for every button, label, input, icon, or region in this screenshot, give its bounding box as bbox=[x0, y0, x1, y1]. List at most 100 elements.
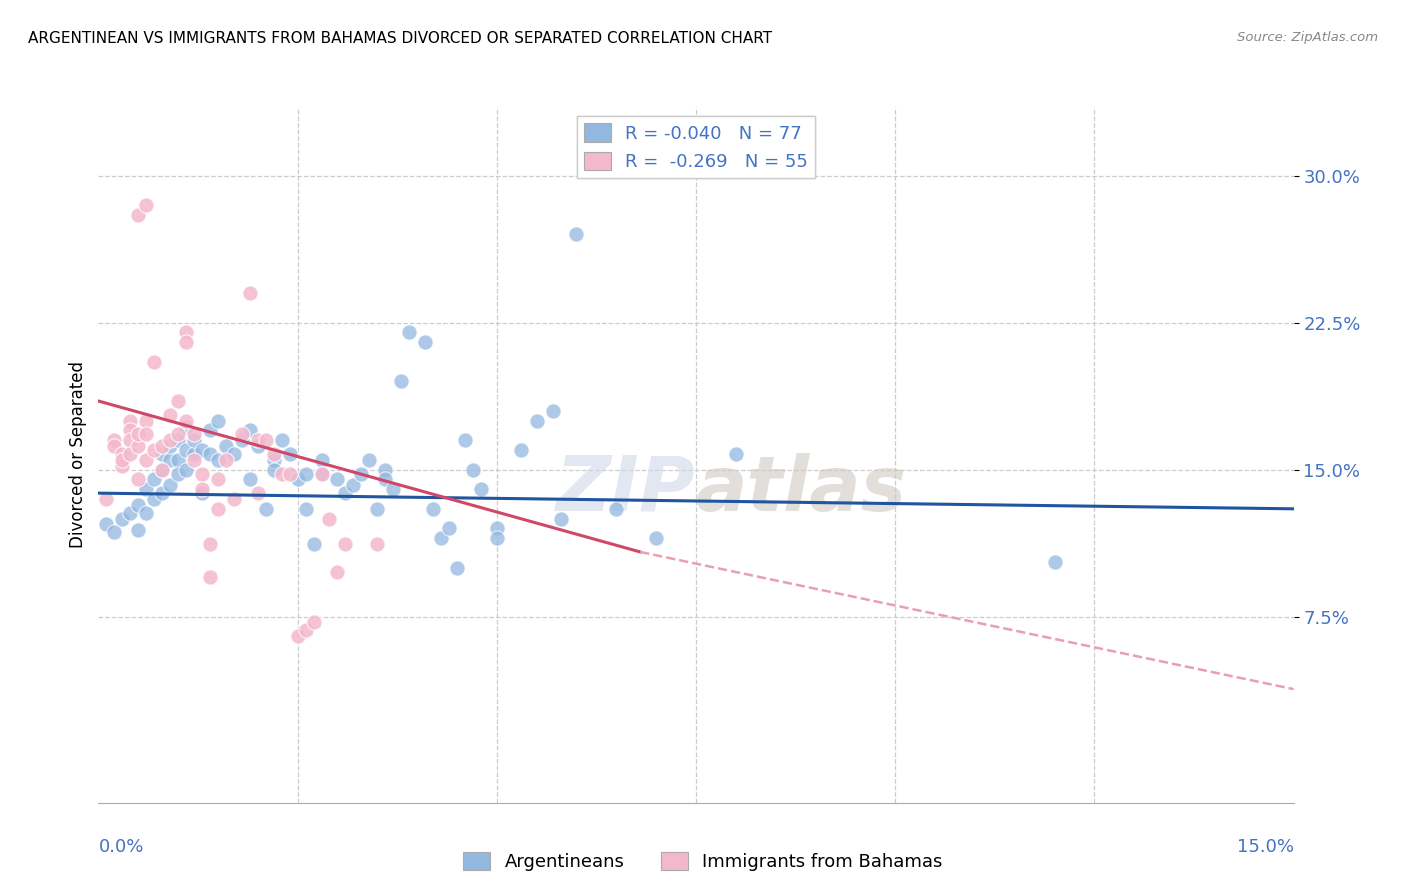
Text: Source: ZipAtlas.com: Source: ZipAtlas.com bbox=[1237, 31, 1378, 45]
Legend: Argentineans, Immigrants from Bahamas: Argentineans, Immigrants from Bahamas bbox=[456, 845, 950, 879]
Point bbox=[302, 615, 325, 630]
Point bbox=[294, 467, 316, 481]
Point bbox=[159, 408, 181, 422]
Point bbox=[278, 467, 301, 481]
Point bbox=[374, 462, 396, 476]
Point bbox=[645, 531, 668, 545]
Point bbox=[485, 521, 508, 535]
Point bbox=[422, 501, 444, 516]
Point bbox=[198, 537, 221, 551]
Point bbox=[198, 570, 221, 584]
Point bbox=[263, 462, 285, 476]
Point bbox=[294, 501, 316, 516]
Point bbox=[120, 414, 142, 428]
Point bbox=[446, 560, 468, 574]
Point bbox=[454, 434, 477, 448]
Point bbox=[127, 498, 149, 512]
Point bbox=[111, 452, 134, 467]
Point bbox=[270, 467, 292, 481]
Point bbox=[150, 439, 173, 453]
Point bbox=[183, 447, 205, 461]
Point bbox=[246, 434, 269, 448]
Point bbox=[198, 424, 221, 438]
Point bbox=[159, 439, 181, 453]
Point bbox=[430, 531, 453, 545]
Point bbox=[120, 424, 142, 438]
Point bbox=[183, 452, 205, 467]
Point bbox=[191, 443, 214, 458]
Point bbox=[143, 443, 166, 458]
Point bbox=[135, 198, 157, 212]
Point bbox=[174, 414, 197, 428]
Point bbox=[150, 486, 173, 500]
Point bbox=[103, 525, 125, 540]
Point bbox=[239, 472, 262, 486]
Point bbox=[311, 467, 333, 481]
Point bbox=[174, 326, 197, 340]
Point bbox=[374, 472, 396, 486]
Point bbox=[120, 434, 142, 448]
Text: atlas: atlas bbox=[696, 453, 907, 526]
Point bbox=[366, 537, 388, 551]
Point bbox=[150, 462, 173, 476]
Point bbox=[103, 439, 125, 453]
Point bbox=[342, 478, 364, 492]
Point bbox=[135, 452, 157, 467]
Point bbox=[143, 472, 166, 486]
Point bbox=[526, 414, 548, 428]
Point bbox=[207, 414, 229, 428]
Point bbox=[167, 394, 190, 409]
Point bbox=[183, 434, 205, 448]
Text: 0.0%: 0.0% bbox=[98, 838, 143, 856]
Point bbox=[159, 478, 181, 492]
Point bbox=[294, 624, 316, 638]
Point bbox=[461, 462, 484, 476]
Point bbox=[120, 506, 142, 520]
Point bbox=[287, 629, 309, 643]
Point bbox=[359, 452, 381, 467]
Point bbox=[302, 537, 325, 551]
Point bbox=[198, 447, 221, 461]
Point bbox=[382, 482, 405, 496]
Legend: R = -0.040   N = 77, R =  -0.269   N = 55: R = -0.040 N = 77, R = -0.269 N = 55 bbox=[576, 116, 815, 178]
Point bbox=[1043, 555, 1066, 569]
Point bbox=[398, 326, 420, 340]
Point bbox=[135, 414, 157, 428]
Point bbox=[389, 375, 412, 389]
Point bbox=[231, 427, 253, 442]
Point bbox=[350, 467, 373, 481]
Point bbox=[111, 511, 134, 525]
Point bbox=[254, 434, 277, 448]
Point bbox=[183, 427, 205, 442]
Point bbox=[143, 491, 166, 506]
Point bbox=[222, 447, 245, 461]
Point bbox=[174, 419, 197, 434]
Point bbox=[191, 482, 214, 496]
Point bbox=[167, 452, 190, 467]
Point bbox=[191, 467, 214, 481]
Point bbox=[287, 472, 309, 486]
Point bbox=[207, 472, 229, 486]
Point bbox=[127, 439, 149, 453]
Point bbox=[96, 517, 118, 532]
Point bbox=[470, 482, 492, 496]
Point bbox=[191, 486, 214, 500]
Point bbox=[437, 521, 460, 535]
Point bbox=[509, 443, 531, 458]
Point bbox=[270, 434, 292, 448]
Point bbox=[263, 447, 285, 461]
Point bbox=[150, 462, 173, 476]
Point bbox=[174, 462, 197, 476]
Point bbox=[541, 404, 564, 418]
Point bbox=[127, 524, 149, 538]
Point bbox=[135, 506, 157, 520]
Point bbox=[239, 286, 262, 301]
Point bbox=[111, 458, 134, 473]
Point bbox=[96, 491, 118, 506]
Point bbox=[278, 447, 301, 461]
Point bbox=[207, 452, 229, 467]
Text: 15.0%: 15.0% bbox=[1236, 838, 1294, 856]
Point bbox=[605, 501, 627, 516]
Point bbox=[135, 482, 157, 496]
Point bbox=[127, 208, 149, 222]
